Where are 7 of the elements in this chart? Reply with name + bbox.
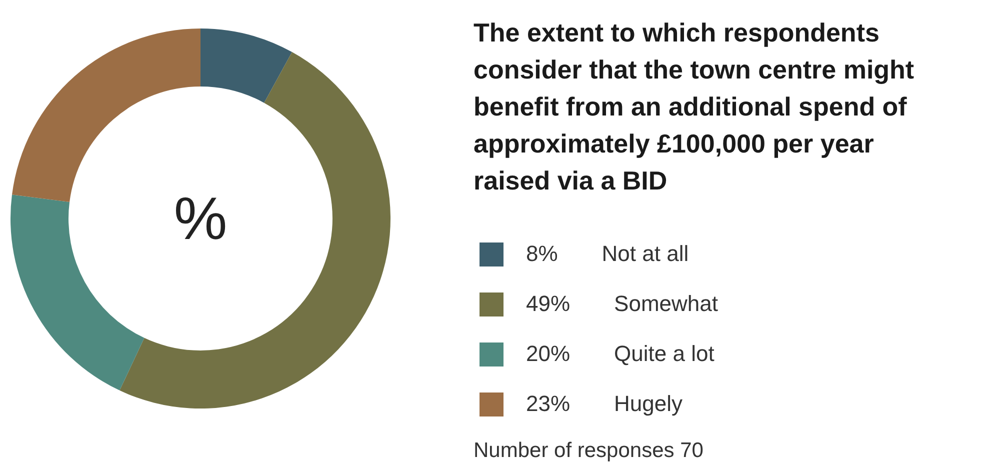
legend-label: 49% Somewhat [526,290,718,318]
text: % [174,185,228,252]
legend-label: 20% Quite a lot [526,340,714,368]
text: The extent to which respondents consider that the town centre might benefit from an additional spend of approximately £100,000 per year raised via a BID [474,18,914,196]
legend-label: 23% Hugely [526,390,683,418]
legend-label: 8% Not at all [526,240,689,268]
text: Number of responses 70 [474,439,704,462]
